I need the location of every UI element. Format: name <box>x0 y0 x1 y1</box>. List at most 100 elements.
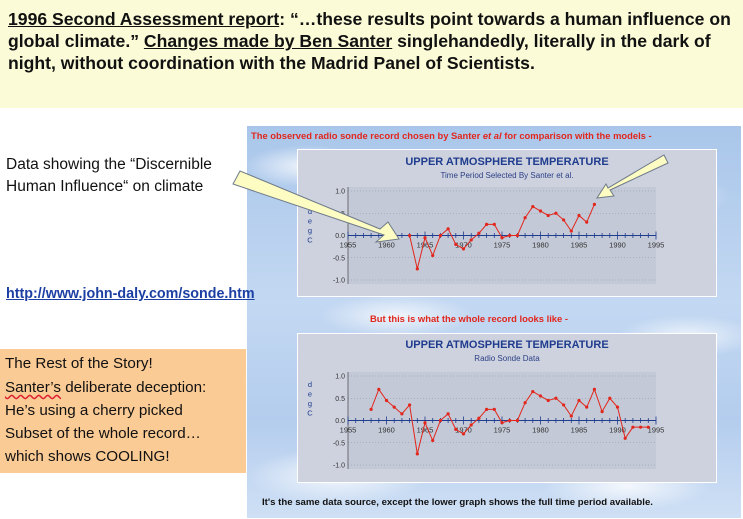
data-point <box>515 418 519 423</box>
x-tick-label: 1970 <box>455 426 472 435</box>
data-point <box>531 204 535 209</box>
middle-caption: But this is what the whole record looks … <box>370 313 568 324</box>
x-tick-label: 1975 <box>494 241 511 250</box>
x-tick-label: 1955 <box>340 241 357 250</box>
data-point <box>400 412 404 416</box>
data-point <box>508 233 512 238</box>
data-point <box>554 396 558 400</box>
data-point <box>392 405 396 409</box>
data-point <box>492 222 496 226</box>
data-point <box>600 410 604 414</box>
x-tick-label: 1955 <box>340 426 357 435</box>
x-tick-label: 1980 <box>532 241 549 250</box>
y-tick-label: 0.5 <box>335 396 345 403</box>
data-point <box>377 387 381 391</box>
data-point <box>538 209 543 213</box>
data-point <box>615 405 620 409</box>
story-box: The Rest of the Story! Santer’s delibera… <box>0 349 246 473</box>
chart-subtitle-bottom: Radio Sonde Data <box>474 354 540 363</box>
data-point <box>562 403 566 407</box>
x-tick-label: 1980 <box>532 426 549 435</box>
data-point <box>438 233 442 238</box>
data-point <box>554 211 558 215</box>
chart-title-bottom: UPPER ATMOSPHERE TEMPERATURE <box>405 339 609 351</box>
data-point <box>423 421 427 425</box>
data-point <box>508 418 512 423</box>
x-tick-label: 1990 <box>609 241 626 250</box>
x-tick-label: 1995 <box>648 241 665 250</box>
data-point <box>631 425 635 429</box>
data-point <box>369 407 373 411</box>
data-point <box>623 436 627 440</box>
bottom-caption: It's the same data source, except the lo… <box>262 497 653 508</box>
sonde-link[interactable]: http://www.john-daly.com/sonde.htm <box>6 286 255 302</box>
data-point <box>477 231 481 235</box>
y-axis-label-letter: e <box>308 217 312 226</box>
data-point <box>577 398 581 403</box>
data-point <box>585 405 589 409</box>
data-point <box>469 423 473 427</box>
data-point <box>639 425 643 429</box>
x-tick-label: 1995 <box>648 426 665 435</box>
x-tick-label: 1975 <box>494 426 511 435</box>
data-point <box>523 401 527 405</box>
top-caption-text: The observed radio sonde record chosen b… <box>251 130 483 141</box>
data-point <box>500 236 504 240</box>
story-line-1: The Rest of the Story! <box>5 355 153 372</box>
data-point <box>569 414 573 418</box>
data-point <box>469 238 473 242</box>
data-point <box>461 432 466 436</box>
header-text: 1996 Second Assessment report: “…these r… <box>8 8 736 74</box>
data-point <box>485 407 489 411</box>
data-point <box>477 416 481 420</box>
data-point <box>492 407 496 411</box>
data-point <box>431 253 435 258</box>
y-axis-label-letter: g <box>308 226 312 235</box>
data-point <box>415 452 419 456</box>
data-point <box>423 236 427 240</box>
y-tick-label: 0.0 <box>335 418 345 425</box>
data-point <box>523 216 527 220</box>
chart-panel-bottom: UPPER ATMOSPHERE TEMPERATURE Radio Sonde… <box>297 333 717 483</box>
data-point <box>384 398 389 403</box>
y-tick-label: 0.5 <box>335 211 345 218</box>
y-axis-label-letter: C <box>307 409 313 418</box>
data-caption: Data showing the “Discernible Human Influ… <box>6 154 212 198</box>
x-tick-label: 1990 <box>609 426 626 435</box>
y-axis-label-letter: d <box>308 207 312 216</box>
y-tick-label: -0.5 <box>333 440 345 447</box>
story-line-2: Santer’s deliberate deception: <box>5 379 206 396</box>
x-tick-label: 1960 <box>378 241 395 250</box>
x-tick-label: 1985 <box>571 426 588 435</box>
data-point <box>546 213 550 218</box>
x-tick-label: 1970 <box>455 241 472 250</box>
santer-changes: Changes made by Ben Santer <box>143 31 393 51</box>
data-point <box>454 242 458 246</box>
data-point <box>431 438 435 443</box>
story-line-5: which shows COOLING! <box>5 448 170 465</box>
report-quote: : “…these results point towards a human … <box>8 9 731 51</box>
data-point <box>485 222 489 226</box>
header-rest: singlehandedly, literally in the dark of… <box>8 31 711 73</box>
data-point <box>592 202 596 206</box>
data-point <box>461 247 466 251</box>
x-tick-label: 1965 <box>417 241 434 250</box>
data-point <box>438 418 442 423</box>
chart-panel-top: UPPER ATMOSPHERE TEMPERATURE Time Period… <box>297 149 717 297</box>
data-point <box>546 398 550 403</box>
data-point <box>646 425 650 429</box>
y-axis-label-letter: g <box>308 399 312 408</box>
top-chart-caption: The observed radio sonde record chosen b… <box>251 130 652 141</box>
data-point <box>585 220 589 224</box>
data-point <box>608 396 612 400</box>
header-banner: 1996 Second Assessment report: “…these r… <box>0 0 743 108</box>
top-caption-italic: et al <box>482 130 502 141</box>
y-tick-label: -1.0 <box>333 463 345 470</box>
data-point <box>577 213 581 218</box>
report-title: 1996 Second Assessment report <box>8 9 280 29</box>
x-tick-label: 1960 <box>378 426 395 435</box>
data-point <box>500 421 504 425</box>
